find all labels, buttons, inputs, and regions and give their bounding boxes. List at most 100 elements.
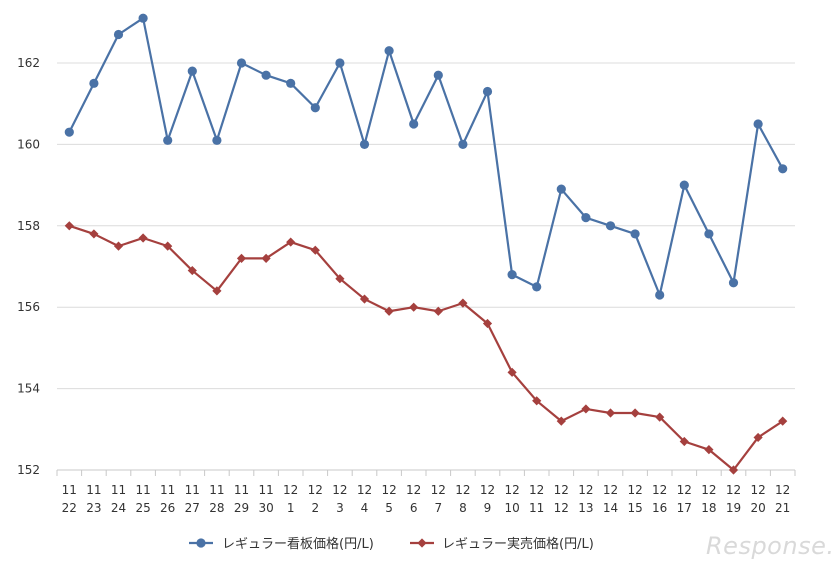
data-point	[138, 13, 148, 23]
x-tick-label-day: 20	[750, 501, 765, 515]
data-point	[163, 241, 173, 251]
x-tick-label-day: 14	[603, 501, 618, 515]
x-tick-label-day: 2	[311, 501, 319, 515]
x-tick-label-day: 11	[529, 501, 544, 515]
data-point	[630, 408, 640, 418]
data-point	[458, 298, 468, 308]
data-point	[532, 396, 542, 406]
data-point	[409, 302, 419, 312]
data-point	[286, 78, 296, 88]
data-point	[630, 229, 640, 239]
data-point	[113, 241, 124, 251]
x-tick-label-month: 12	[701, 483, 716, 497]
data-point	[778, 416, 788, 426]
x-tick-label-month: 12	[406, 483, 421, 497]
x-tick-label-month: 12	[529, 483, 544, 497]
x-tick-label-day: 23	[86, 501, 101, 515]
x-tick-label-day: 18	[701, 501, 716, 515]
x-tick-label-month: 12	[504, 483, 519, 497]
data-point	[359, 139, 370, 149]
data-point	[753, 432, 763, 443]
x-tick-label-month: 12	[677, 483, 692, 497]
data-point	[286, 237, 296, 247]
legend-marker	[417, 538, 427, 548]
x-tick-label-day: 29	[234, 501, 249, 515]
x-tick-label-day: 21	[775, 501, 790, 515]
data-point	[187, 66, 197, 76]
x-tick-label-month: 11	[135, 483, 150, 497]
data-point	[728, 278, 739, 288]
x-tick-label-day: 25	[135, 501, 150, 515]
series-group	[64, 13, 788, 475]
data-point	[384, 46, 394, 56]
data-point	[89, 229, 99, 239]
x-tick-label-month: 12	[726, 483, 741, 497]
data-point	[433, 306, 443, 316]
data-point	[655, 290, 665, 300]
data-point	[581, 404, 591, 414]
x-tick-label-day: 19	[726, 501, 741, 515]
series-line	[68, 224, 784, 472]
x-tick-label-month: 12	[603, 483, 618, 497]
legend-label: レギュラー看板価格(円/L)	[222, 536, 374, 552]
y-tick-label: 158	[17, 219, 40, 233]
data-point	[113, 29, 124, 40]
data-point	[163, 135, 173, 145]
data-point	[384, 306, 394, 316]
data-point	[605, 408, 616, 418]
data-point	[187, 265, 197, 276]
x-tick-label-day: 6	[410, 501, 418, 515]
data-point	[335, 274, 345, 284]
data-point	[605, 221, 616, 231]
x-tick-label-day: 26	[160, 501, 175, 515]
x-tick-label-day: 22	[62, 501, 77, 515]
data-point	[704, 229, 714, 239]
data-point	[261, 70, 271, 80]
x-tick-label-day: 17	[677, 501, 692, 515]
x-tick-label-month: 12	[775, 483, 790, 497]
data-point	[482, 86, 493, 97]
x-tick-label-day: 16	[652, 501, 667, 515]
x-tick-label-month: 12	[357, 483, 372, 497]
x-tick-label-day: 1	[287, 501, 295, 515]
x-tick-label-month: 12	[578, 483, 593, 497]
data-point	[359, 294, 370, 304]
x-tick-label-day: 15	[627, 501, 642, 515]
x-tick-label-month: 12	[308, 483, 323, 497]
data-point	[310, 245, 320, 255]
legend-item: レギュラー看板価格(円/L)	[189, 536, 374, 552]
x-tick-label-month: 11	[86, 483, 101, 497]
legend-label: レギュラー実売価格(円/L)	[442, 536, 594, 552]
x-tick-label-month: 11	[111, 483, 126, 497]
data-point	[212, 135, 222, 145]
data-point	[507, 270, 517, 280]
data-point	[212, 286, 222, 296]
x-tick-label-month: 12	[627, 483, 642, 497]
data-point	[704, 445, 714, 455]
x-tick-label-month: 12	[283, 483, 298, 497]
y-tick-label: 154	[17, 382, 40, 396]
x-tick-label-day: 9	[484, 501, 492, 515]
x-tick-label-month: 12	[750, 483, 765, 497]
series-signboard-price	[64, 13, 788, 300]
data-point	[409, 119, 419, 129]
x-tick-label-month: 12	[480, 483, 495, 497]
data-point	[655, 412, 665, 422]
x-tick-label-month: 12	[332, 483, 347, 497]
x-tick-label-day: 13	[578, 501, 593, 515]
x-tick-label-month: 12	[554, 483, 569, 497]
x-tick-label-day: 3	[336, 501, 344, 515]
data-point	[728, 465, 739, 475]
x-tick-label-day: 12	[554, 501, 569, 515]
data-point	[458, 139, 468, 149]
data-point	[236, 253, 247, 263]
x-tick-label-day: 24	[111, 501, 126, 515]
y-tick-label: 152	[17, 463, 40, 477]
x-tick-label-month: 12	[652, 483, 667, 497]
data-point	[778, 164, 788, 174]
x-tick-label-day: 5	[385, 501, 393, 515]
x-tick-label-day: 10	[504, 501, 519, 515]
x-tick-label-month: 11	[185, 483, 200, 497]
series-line	[68, 17, 784, 297]
data-point	[556, 184, 566, 194]
